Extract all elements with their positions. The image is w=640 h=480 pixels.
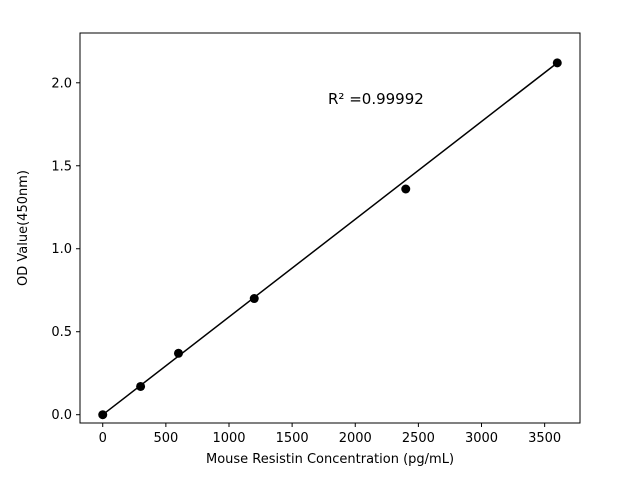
x-axis-label: Mouse Resistin Concentration (pg/mL) [206, 452, 454, 467]
data-point [552, 58, 562, 68]
x-tick-label: 0 [99, 431, 107, 446]
y-axis-label: OD Value(450nm) [16, 170, 31, 286]
r-squared-annotation: R² =0.99992 [328, 90, 424, 108]
y-tick-label: 0.5 [51, 325, 72, 340]
x-tick-label: 1500 [276, 431, 309, 446]
x-tick-label: 500 [153, 431, 178, 446]
axes-box [79, 32, 581, 424]
data-point [401, 184, 411, 194]
x-tick-label: 2500 [402, 431, 435, 446]
y-tick-label: 0.0 [51, 408, 72, 423]
y-tick-label: 2.0 [51, 76, 72, 91]
data-point [98, 410, 108, 420]
x-tick-label: 2000 [339, 431, 372, 446]
x-tick-label: 1000 [212, 431, 245, 446]
fit-line [102, 62, 558, 416]
x-tick-label: 3000 [465, 431, 498, 446]
y-tick-label: 1.5 [51, 159, 72, 174]
plot-dynamic: 0 500 1000 1500 2000 2500 3000 3500 0.0 0.5 1.0 1.5… [51, 32, 581, 446]
data-point [136, 381, 146, 391]
data-point [173, 348, 183, 358]
data-point [249, 294, 259, 304]
x-tick-label: 3500 [528, 431, 561, 446]
y-tick-label: 1.0 [51, 242, 72, 257]
